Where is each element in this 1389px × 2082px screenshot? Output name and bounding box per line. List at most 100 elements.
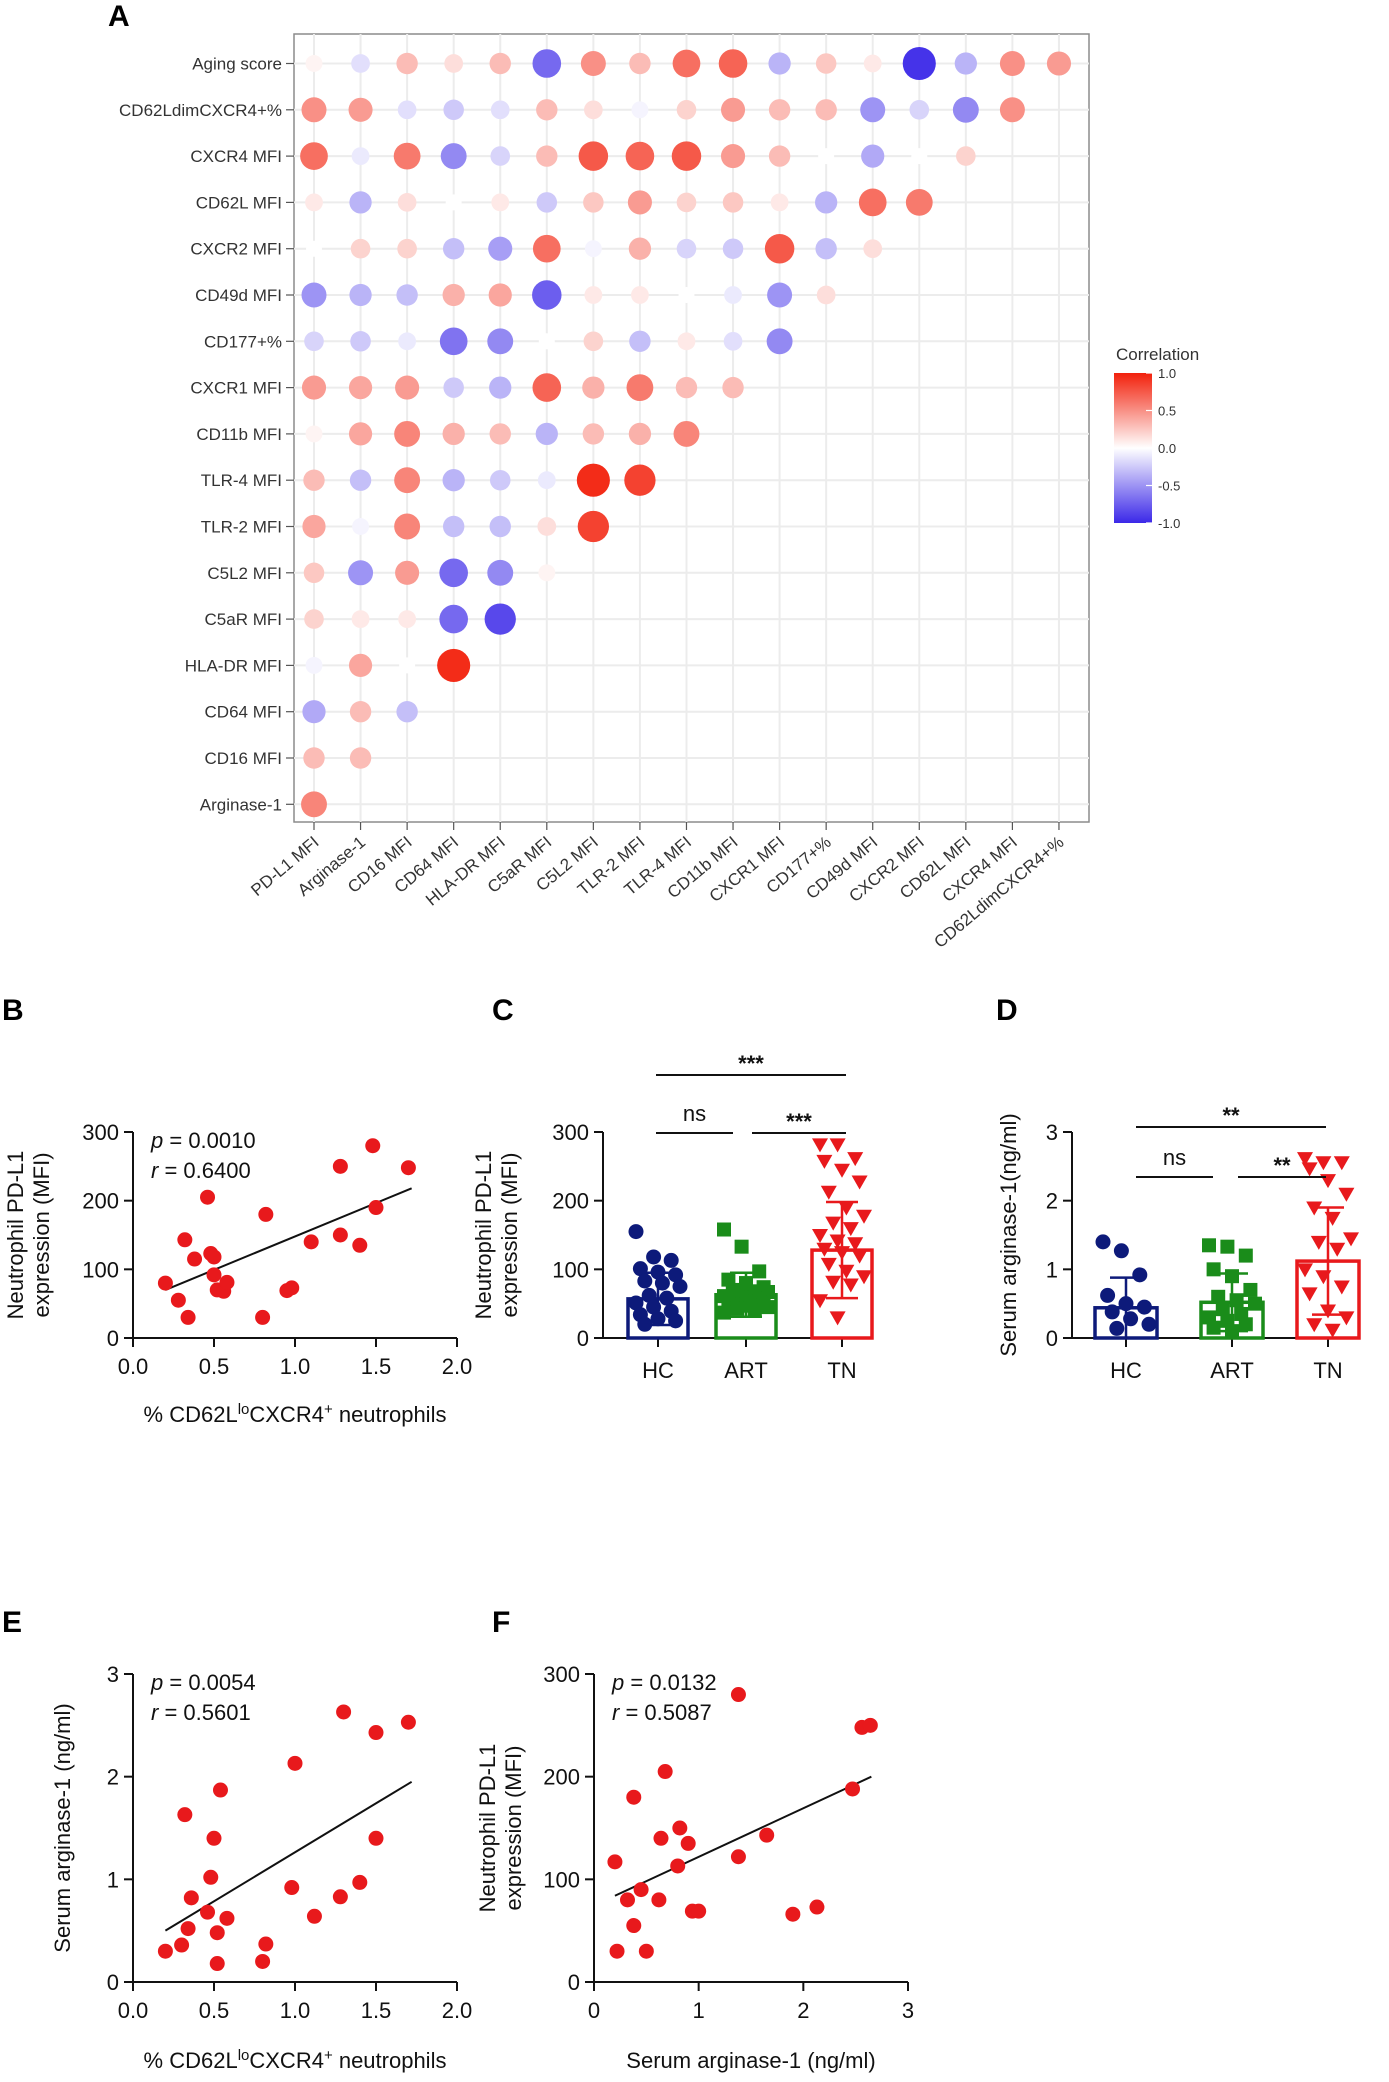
data-point (1324, 1323, 1341, 1338)
data-point (1095, 1234, 1111, 1250)
panelD-y-tick-label: 1 (1046, 1257, 1058, 1282)
data-point (734, 1239, 749, 1254)
correlation-dot (302, 700, 326, 724)
correlation-dot (349, 283, 372, 307)
panelC-y-label: Neutrophil PD-L1 (471, 1151, 496, 1320)
panelB-x-label-part: CXCR4 (249, 1402, 324, 1427)
data-point (1202, 1238, 1216, 1253)
correlation-dot (718, 49, 748, 78)
panel-letter-d: D (996, 994, 1018, 1027)
correlation-dot (442, 515, 465, 538)
correlation-dot (722, 192, 744, 213)
row-label: CD64 MFI (205, 703, 282, 722)
scatter-point (255, 1309, 271, 1325)
correlation-dot (351, 147, 370, 166)
correlation-dot (304, 609, 324, 629)
correlation-dot (722, 376, 744, 399)
panelE-x-label-part: neutrophils (333, 2048, 447, 2073)
correlation-dot (720, 144, 746, 169)
panelC-y-tick-label: 0 (577, 1326, 589, 1351)
row-label: CXCR4 MFI (190, 147, 282, 166)
r-symbol: r (151, 1700, 160, 1725)
data-point (1248, 1296, 1262, 1311)
category-label: TN (827, 1358, 856, 1383)
data-point (825, 1275, 842, 1290)
correlation-dot (351, 610, 370, 628)
scatter-point (183, 1890, 199, 1906)
correlation-dot (676, 238, 697, 259)
bar-chart-d: 0 1 2 3 HC ART TN ** ns ** Serum arginase-1(ng/ml) (996, 1103, 1361, 1383)
data-point (842, 1278, 859, 1293)
correlation-dot (395, 560, 420, 585)
row-label: TLR-4 MFI (201, 471, 282, 490)
correlation-dot (675, 376, 698, 399)
data-point (646, 1299, 662, 1315)
data-point (1215, 1302, 1230, 1317)
data-point (829, 1311, 846, 1326)
data-point (1320, 1304, 1336, 1319)
correlation-dot (860, 97, 886, 123)
panelF-y-label: expression (MFI) (501, 1745, 526, 1910)
data-point (646, 1249, 662, 1265)
correlation-dot (583, 192, 604, 213)
correlation-dot (491, 193, 510, 212)
correlation-dot (720, 97, 746, 122)
data-point (851, 1249, 868, 1264)
data-point (1310, 1235, 1327, 1250)
correlation-dot (911, 148, 928, 165)
r-value-label: r = 0.5087 (612, 1700, 712, 1725)
panelE-y-tick-label: 3 (107, 1662, 119, 1687)
correlation-dot (301, 97, 327, 123)
data-point (1229, 1293, 1244, 1308)
correlation-dot (764, 233, 795, 264)
row-label: CD11b MFI (196, 425, 282, 444)
panelC-y-label: expression (MFI) (497, 1152, 522, 1317)
correlation-dot (304, 331, 324, 352)
scatter-point (365, 1138, 381, 1154)
correlation-dot (305, 656, 323, 674)
data-point (1118, 1296, 1134, 1312)
panelB-y-tick-label: 100 (82, 1257, 119, 1282)
correlation-dot (394, 513, 421, 540)
scatter-point (368, 1725, 384, 1741)
correlation-dot (352, 518, 370, 535)
data-point (812, 1229, 828, 1243)
panelC-y-tick-label: 300 (552, 1120, 589, 1145)
correlation-dot (397, 238, 417, 259)
correlation-dot (349, 469, 372, 491)
correlation-dot (676, 100, 697, 120)
correlation-dot (439, 604, 468, 634)
row-label: HLA-DR MFI (185, 656, 282, 675)
correlation-dot (348, 376, 373, 400)
panelB-x-tick-label: 1.5 (361, 1354, 392, 1379)
scatter-point (691, 1903, 707, 1919)
data-point (1123, 1311, 1139, 1327)
correlation-dot (631, 101, 649, 119)
r-symbol: r (612, 1700, 621, 1725)
panelF-x-label: Serum arginase-1 (ng/ml) (626, 2048, 875, 2073)
correlation-dot (489, 423, 511, 445)
correlation-dot (673, 420, 700, 447)
correlation-dot (722, 238, 744, 259)
scatter-point (206, 1249, 222, 1265)
correlation-dot (999, 51, 1025, 76)
data-point (851, 1175, 868, 1190)
scatter-point (177, 1232, 193, 1248)
scatter-point (368, 1200, 384, 1216)
panel-letter-b: B (2, 994, 24, 1027)
data-point (1136, 1299, 1152, 1315)
data-point (1206, 1262, 1221, 1277)
legend-color-bar (1114, 373, 1152, 523)
correlation-dot (396, 701, 418, 723)
scatter-point (626, 1918, 642, 1934)
data-point (668, 1267, 684, 1283)
correlation-dot (305, 425, 323, 443)
correlation-dot (863, 239, 883, 259)
data-point (1306, 1318, 1323, 1333)
scatter-point (730, 1687, 746, 1703)
panelE-x-label-part: % CD62L (144, 2048, 238, 2073)
scatter-point (680, 1835, 696, 1851)
panelE-x-tick-label: 1.0 (280, 1998, 311, 2023)
data-point (812, 1138, 828, 1153)
correlation-dot (348, 97, 373, 122)
